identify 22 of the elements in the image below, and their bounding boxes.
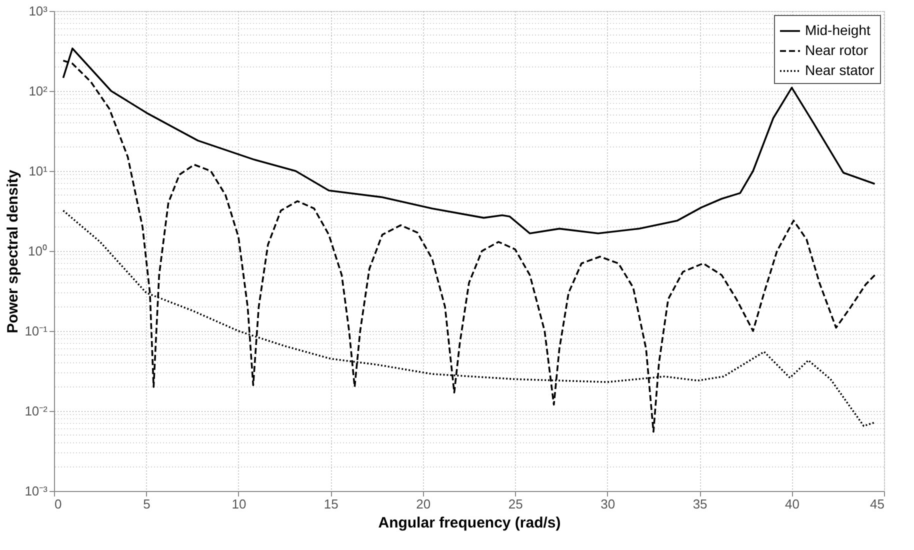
x-tick-label: 30 <box>600 496 616 512</box>
x-tick-label: 40 <box>785 496 800 512</box>
x-tick-label: 45 <box>870 496 884 512</box>
y-tick-label: 10² <box>28 84 48 98</box>
legend-label: Mid-height <box>805 22 870 38</box>
x-tick-label: 10 <box>232 496 246 512</box>
legend-label: Near rotor <box>805 42 868 58</box>
x-axis-title: Angular frequency (rad/s) <box>378 514 561 532</box>
y-tick-label: 10⁻¹ <box>24 324 48 338</box>
x-tick-label: 0 <box>54 496 62 512</box>
x-tick-label: 15 <box>324 496 338 512</box>
legend-label: Near stator <box>805 62 875 78</box>
x-tick-label: 20 <box>416 496 431 512</box>
y-tick-label: 10⁻² <box>24 404 48 418</box>
x-tick-label: 25 <box>508 496 523 512</box>
x-tick-label: 35 <box>692 496 708 512</box>
y-tick-label: 10¹ <box>28 164 48 178</box>
x-tick-label: 5 <box>143 496 150 512</box>
y-tick-label: 10⁰ <box>28 244 48 258</box>
y-axis-title: Power spectral density <box>4 169 22 334</box>
y-tick-label: 10⁻³ <box>24 484 48 498</box>
y-tick-label: 10³ <box>28 4 48 18</box>
